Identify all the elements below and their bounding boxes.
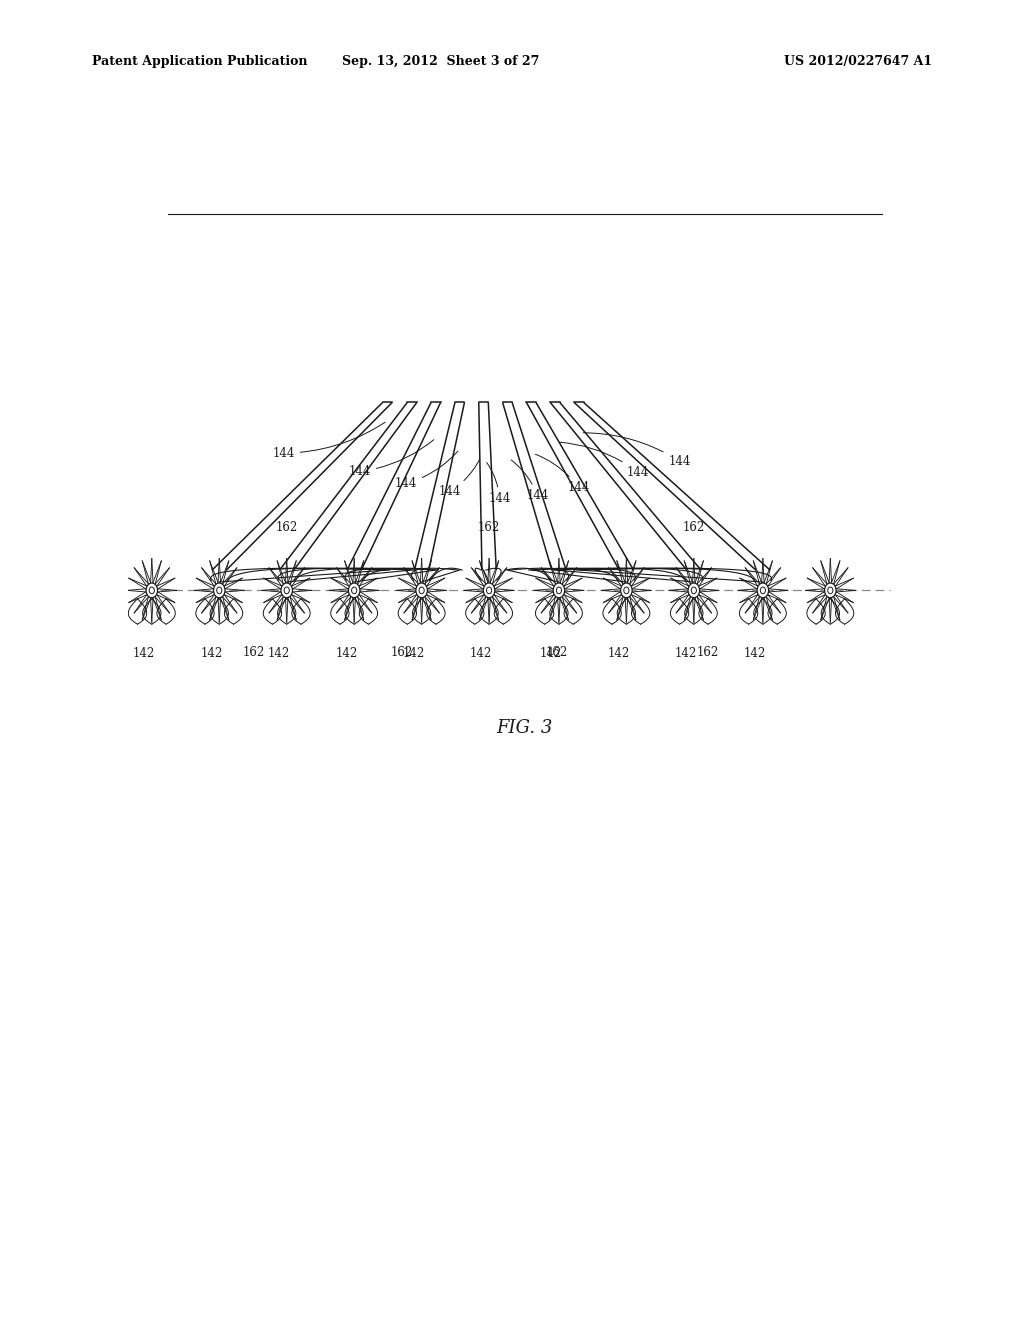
Text: 142: 142 [607,647,630,660]
Text: Patent Application Publication: Patent Application Publication [92,55,307,69]
Text: 142: 142 [201,647,222,660]
Text: 142: 142 [743,647,766,660]
Text: 142: 142 [675,647,697,660]
Text: 162: 162 [391,647,413,659]
Text: 144: 144 [486,462,511,506]
Text: 144: 144 [272,422,385,459]
Text: 144: 144 [583,433,691,467]
Circle shape [416,583,427,598]
Text: 142: 142 [402,647,425,660]
Text: 142: 142 [335,647,357,660]
Text: 162: 162 [683,521,705,535]
Text: 142: 142 [267,647,290,660]
Circle shape [146,583,158,598]
Text: 162: 162 [478,521,500,535]
Text: 144: 144 [348,440,434,478]
Text: 162: 162 [696,647,719,659]
Text: 162: 162 [275,521,298,535]
Text: 142: 142 [470,647,493,660]
Circle shape [621,583,632,598]
Text: 142: 142 [540,647,562,660]
Text: FIG. 3: FIG. 3 [497,718,553,737]
Circle shape [348,583,360,598]
Text: 144: 144 [511,459,549,503]
Circle shape [483,583,495,598]
Circle shape [213,583,225,598]
Circle shape [757,583,769,598]
Text: US 2012/0227647 A1: US 2012/0227647 A1 [783,55,932,69]
Circle shape [553,583,564,598]
Text: 144: 144 [559,442,649,479]
Text: 162: 162 [546,647,567,659]
Text: 142: 142 [133,647,155,660]
Text: Sep. 13, 2012  Sheet 3 of 27: Sep. 13, 2012 Sheet 3 of 27 [342,55,539,69]
Circle shape [824,583,837,598]
Text: 144: 144 [438,459,480,498]
Circle shape [688,583,699,598]
Text: 144: 144 [394,451,458,490]
Text: 162: 162 [243,647,264,659]
Circle shape [281,583,293,598]
Text: 144: 144 [536,454,590,494]
